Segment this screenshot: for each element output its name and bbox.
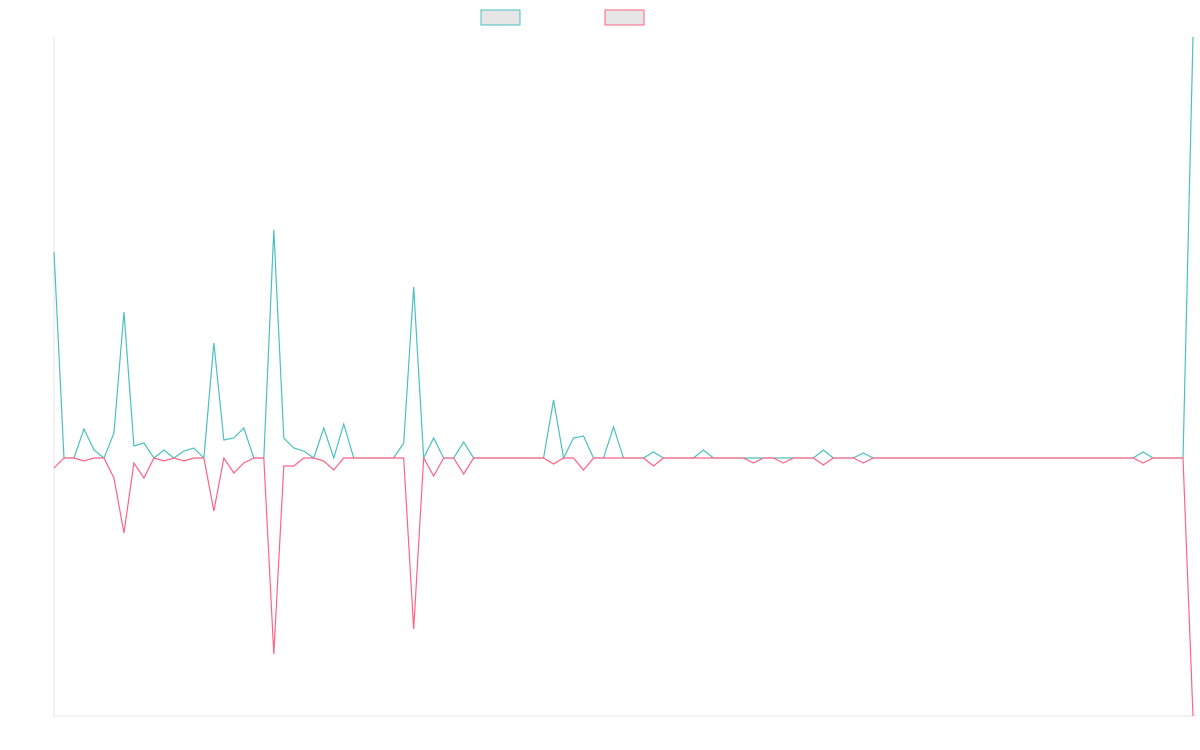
legend-swatch [604, 9, 645, 26]
legend-swatch [480, 9, 521, 26]
data-line [53, 36, 1194, 461]
data-line [53, 455, 1194, 717]
